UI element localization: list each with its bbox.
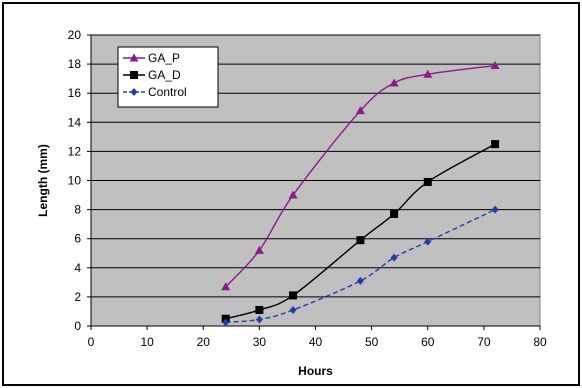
y-tick-label: 4 xyxy=(74,261,81,275)
data-point-control xyxy=(222,318,230,327)
y-tick-label: 2 xyxy=(74,290,81,304)
y-tick-label: 14 xyxy=(68,115,82,129)
data-point-control xyxy=(356,276,364,285)
data-point-ga-p xyxy=(288,190,298,199)
data-point-ga-p xyxy=(221,282,231,291)
x-tick-label: 60 xyxy=(421,335,435,349)
data-point-control xyxy=(491,205,499,214)
data-point-control xyxy=(424,237,432,246)
x-tick-label: 50 xyxy=(365,335,379,349)
legend-item-ga-d: GA_D xyxy=(123,68,181,82)
series-ga-p xyxy=(221,61,500,291)
x-tick-label: 0 xyxy=(88,335,95,349)
legend-label-ga-p: GA_P xyxy=(148,51,180,65)
data-point-ga-p xyxy=(490,61,500,70)
data-point-ga-p xyxy=(355,106,365,115)
data-point-control xyxy=(255,315,263,324)
gridlines xyxy=(91,34,540,298)
legend-marker-control xyxy=(123,88,145,96)
legend-marker-shape xyxy=(130,71,138,79)
y-tick-label: 0 xyxy=(74,319,81,333)
x-tick-labels: 0 10 20 30 40 50 60 70 80 xyxy=(88,335,547,349)
data-point-ga-d xyxy=(390,209,399,218)
y-tick-labels: 0 2 4 6 8 10 12 14 16 18 20 xyxy=(68,28,82,333)
legend-label-ga-d: GA_D xyxy=(148,68,181,82)
legend-marker-shape xyxy=(130,88,138,96)
data-point-ga-p xyxy=(423,69,433,78)
x-axis-title: Hours xyxy=(298,364,333,378)
y-tick-label: 12 xyxy=(68,144,82,158)
data-point-ga-d xyxy=(255,305,264,314)
y-tick-label: 6 xyxy=(74,232,81,246)
series-control xyxy=(222,205,499,327)
data-point-ga-p xyxy=(254,245,264,254)
legend-marker-ga-p xyxy=(123,53,145,62)
legend-marker-ga-d xyxy=(123,71,145,79)
data-point-control xyxy=(390,253,398,262)
legend-item-ga-p: GA_P xyxy=(123,51,180,65)
y-tick-label: 8 xyxy=(74,203,81,217)
data-point-ga-d xyxy=(356,236,365,245)
data-point-ga-p xyxy=(389,78,399,87)
x-tick-label: 70 xyxy=(477,335,491,349)
y-tick-label: 16 xyxy=(68,86,82,100)
x-tick-label: 80 xyxy=(533,335,547,349)
x-tick-label: 10 xyxy=(140,335,154,349)
legend-item-control: Control xyxy=(123,85,187,99)
y-tick-label: 20 xyxy=(68,28,82,42)
series-group xyxy=(221,61,500,327)
axes xyxy=(87,34,541,330)
x-tick-label: 40 xyxy=(309,335,323,349)
y-axis-title: Length (mm) xyxy=(36,144,50,217)
y-tick-label: 18 xyxy=(68,57,82,71)
legend-marker-shape xyxy=(129,53,139,62)
legend: GA_P GA_D Control xyxy=(117,46,219,108)
y-tick-label: 10 xyxy=(68,174,82,188)
x-tick-label: 30 xyxy=(253,335,267,349)
data-point-ga-d xyxy=(289,291,298,300)
data-point-ga-d xyxy=(423,177,432,186)
legend-label-control: Control xyxy=(148,85,187,99)
x-tick-label: 20 xyxy=(197,335,211,349)
data-point-ga-d xyxy=(491,140,500,149)
data-point-control xyxy=(289,305,297,314)
